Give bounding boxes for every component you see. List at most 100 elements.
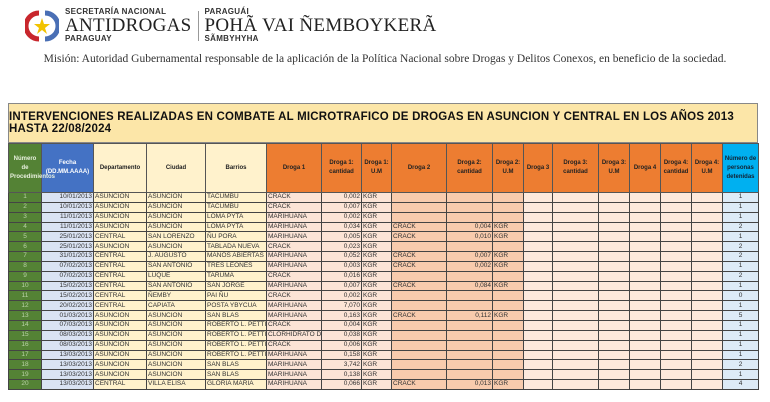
table-cell bbox=[523, 339, 553, 351]
table-cell: 0,038 bbox=[321, 329, 362, 341]
table-cell: ASUNCION bbox=[93, 369, 147, 381]
table-cell: 7,070 bbox=[321, 300, 362, 312]
table-cell: KGR bbox=[361, 211, 392, 223]
table-cell: 1 bbox=[722, 329, 759, 341]
table-cell: ASUNCION bbox=[93, 339, 147, 351]
table-cell: 1 bbox=[8, 192, 42, 203]
table-cell: 0,163 bbox=[321, 310, 362, 321]
column-header: Droga 2 bbox=[391, 143, 447, 193]
table-cell bbox=[660, 280, 692, 292]
table-cell: 13/03/2013 bbox=[41, 359, 94, 371]
table-cell: 14 bbox=[8, 319, 42, 331]
table-row: 1 10/01/2013 ASUNCION ASUNCION TACUMBU CRACK 0… bbox=[8, 192, 759, 203]
table-cell: 25/01/2013 bbox=[41, 241, 94, 253]
table-row: 18 13/03/2013 ASUNCION ASUNCION SAN BLAS MARI… bbox=[8, 359, 759, 371]
table-cell: ASUNCION bbox=[146, 369, 206, 381]
table-cell bbox=[552, 290, 599, 302]
table-cell: ASUNCION bbox=[146, 349, 206, 361]
table-cell: SAN BLAS bbox=[205, 310, 267, 321]
table-cell bbox=[629, 201, 661, 213]
table-cell bbox=[598, 260, 630, 272]
table-cell: 18 bbox=[8, 359, 42, 371]
table-cell bbox=[391, 329, 447, 341]
table-cell: 0,004 bbox=[321, 319, 362, 331]
table-cell: ASUNCION bbox=[93, 310, 147, 321]
table-cell: ASUNCION bbox=[93, 329, 147, 341]
table-cell: KGR bbox=[492, 221, 524, 233]
table-cell bbox=[660, 359, 692, 371]
table-cell bbox=[552, 221, 599, 233]
table-cell: KGR bbox=[361, 339, 392, 351]
table-cell: 0,052 bbox=[321, 251, 362, 262]
table-cell bbox=[492, 319, 524, 331]
table-cell: CENTRAL bbox=[93, 379, 147, 390]
table-cell bbox=[492, 329, 524, 341]
table-cell: 0,158 bbox=[321, 349, 362, 361]
table-row: 3 11/01/2013 ASUNCION ASUNCION LOMA PYTA MARI… bbox=[8, 211, 759, 223]
table-cell: 6 bbox=[8, 241, 42, 253]
table-cell: CRACK bbox=[391, 221, 447, 233]
table-cell: 31/01/2013 bbox=[41, 251, 94, 262]
table-cell: KGR bbox=[361, 270, 392, 282]
table-cell: POSTA YBYCUA bbox=[205, 300, 267, 312]
table-cell: MARIHUANA bbox=[266, 260, 322, 272]
table-cell bbox=[629, 310, 661, 321]
table-row: 17 13/03/2013 ASUNCION ASUNCION ROBERTO L. P… bbox=[8, 349, 759, 361]
column-header: Droga 1: cantidad bbox=[321, 143, 362, 193]
guarani-line3: SÃMBYHYHA bbox=[204, 34, 259, 43]
table-row: 10 15/02/2013 CENTRAL SAN ANTONIO SAN JORGE M… bbox=[8, 280, 759, 292]
table-cell: ASUNCION bbox=[146, 201, 206, 213]
table-cell: 1 bbox=[722, 231, 759, 243]
table-row: 11 15/02/2013 CENTRAL ÑEMBY PAI ÑU CRACK 0,002… bbox=[8, 290, 759, 302]
table-cell bbox=[660, 369, 692, 381]
table-cell bbox=[523, 379, 553, 390]
table-cell: TACUMBU bbox=[205, 201, 267, 213]
table-cell: CLORHIDRATO DE bbox=[266, 329, 322, 341]
table-cell bbox=[446, 319, 493, 331]
table-cell: KGR bbox=[361, 192, 392, 203]
table-cell bbox=[660, 221, 692, 233]
table-cell: 8 bbox=[8, 260, 42, 272]
table-cell bbox=[391, 300, 447, 312]
table-cell bbox=[552, 300, 599, 312]
table-cell: CENTRAL bbox=[93, 260, 147, 272]
table-cell: 08/03/2013 bbox=[41, 329, 94, 341]
table-cell: 5 bbox=[8, 231, 42, 243]
table-cell bbox=[492, 339, 524, 351]
table-cell: CRACK bbox=[391, 260, 447, 272]
table-row: 20 13/03/2013 CENTRAL VILLA ELISA GLORIA MAR… bbox=[8, 379, 759, 390]
table-cell bbox=[523, 290, 553, 302]
table-cell bbox=[691, 369, 723, 381]
table-cell bbox=[523, 192, 553, 203]
table-cell: 0,002 bbox=[321, 211, 362, 223]
table-cell bbox=[523, 260, 553, 272]
table-cell bbox=[598, 339, 630, 351]
table-cell: KGR bbox=[492, 251, 524, 262]
column-header: Droga 3: cantidad bbox=[552, 143, 599, 193]
table-cell: ASUNCION bbox=[93, 359, 147, 371]
table-cell bbox=[523, 231, 553, 243]
table-cell bbox=[523, 369, 553, 381]
table-cell: ASUNCION bbox=[93, 241, 147, 253]
table-cell bbox=[660, 241, 692, 253]
table-cell bbox=[629, 339, 661, 351]
table-cell bbox=[629, 270, 661, 282]
table-cell: ÑEMBY bbox=[146, 290, 206, 302]
table-row: 6 25/01/2013 ASUNCION ASUNCION TABLADA NUEVA… bbox=[8, 241, 759, 253]
table-cell bbox=[691, 319, 723, 331]
table-cell: KGR bbox=[361, 231, 392, 243]
table-cell: ASUNCION bbox=[93, 349, 147, 361]
table-cell: ÑU PORA bbox=[205, 231, 267, 243]
table-cell bbox=[552, 280, 599, 292]
table-cell: ASUNCION bbox=[146, 319, 206, 331]
table-cell bbox=[391, 359, 447, 371]
table-cell: ASUNCION bbox=[93, 192, 147, 203]
table-cell: 2 bbox=[722, 241, 759, 253]
table-cell bbox=[391, 211, 447, 223]
table-cell: CAPIATA bbox=[146, 300, 206, 312]
table-cell bbox=[629, 192, 661, 203]
table-cell: 10/01/2013 bbox=[41, 192, 94, 203]
table-cell bbox=[629, 211, 661, 223]
table-cell: 1 bbox=[722, 211, 759, 223]
table-cell bbox=[446, 192, 493, 203]
